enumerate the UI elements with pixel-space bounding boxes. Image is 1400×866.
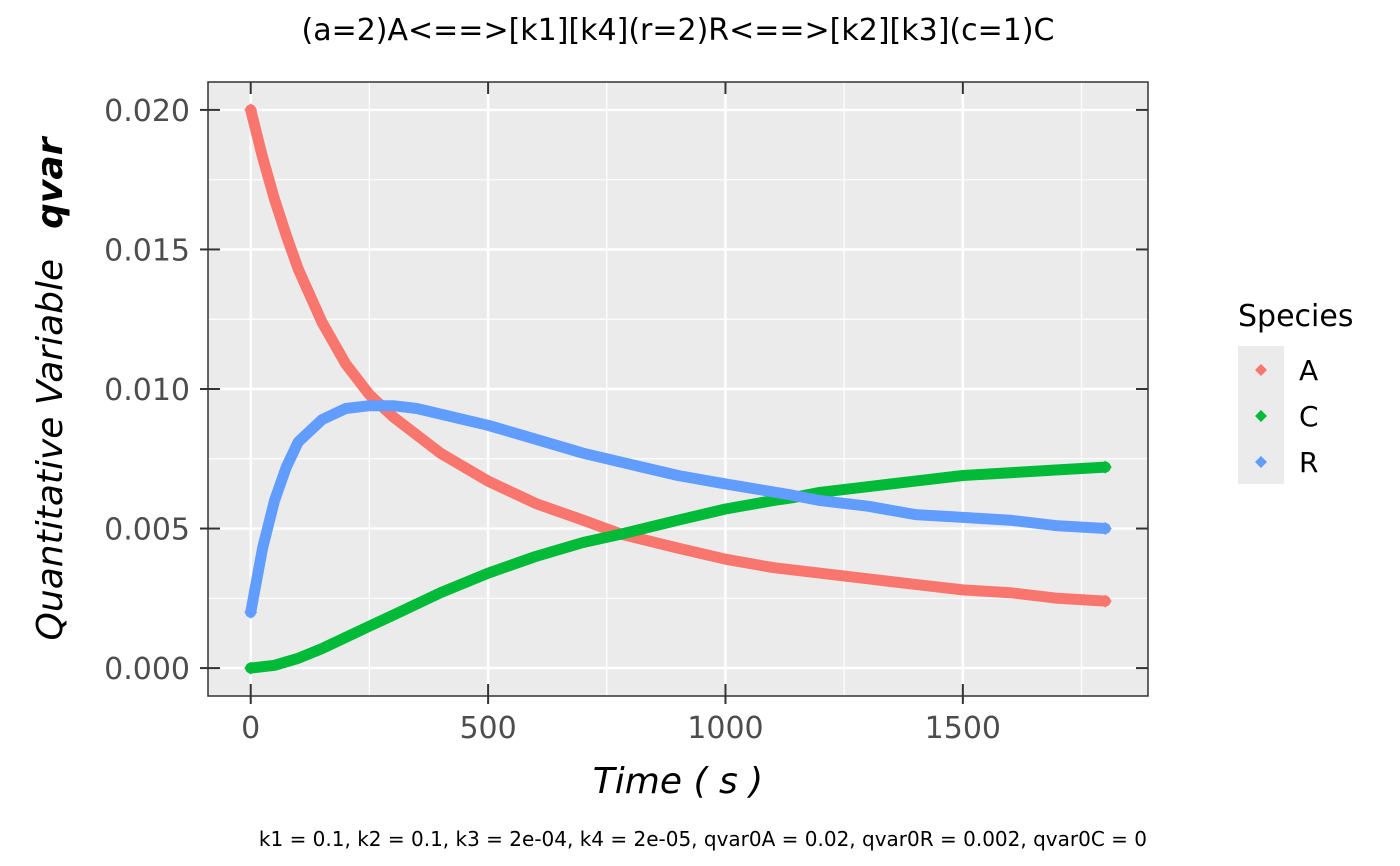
grid: [208, 82, 1148, 696]
series-line-r: [245, 400, 1111, 618]
series-line-a: [245, 104, 1111, 607]
y-tick-label: 0.010: [104, 373, 190, 408]
legend-label-a: A: [1299, 354, 1318, 387]
y-axis-title-main: Quantitative Variable: [30, 259, 71, 641]
chart-caption: k1 = 0.1, k2 = 0.1, k3 = 2e-04, k4 = 2e-…: [259, 827, 1147, 851]
series-line-c: [245, 461, 1111, 674]
y-axis-title: Quantitative Variable qvar: [30, 135, 71, 640]
x-tick-label: 1000: [687, 711, 763, 746]
y-axis-title-bold: qvar: [30, 135, 71, 229]
legend-key-a: [1255, 364, 1267, 376]
y-tick-label: 0.005: [104, 513, 190, 548]
legend-key-r: [1255, 456, 1267, 468]
legend: Species ACR: [1238, 299, 1353, 484]
series-layer: [244, 103, 1112, 675]
axis-ticks: 0 500 1000 1500 0.000 0.005 0.010 0.015 0.020: [104, 82, 1148, 746]
x-tick-label: 0: [241, 711, 260, 746]
chart-title: (a=2)A<==>[k1][k4](r=2)R<==>[k2][k3](c=1…: [302, 13, 1055, 48]
x-tick-label: 500: [459, 711, 516, 746]
legend-key-c: [1255, 410, 1267, 422]
series-point-a: [1098, 594, 1112, 608]
series-point-c: [244, 661, 258, 675]
legend-label-r: R: [1299, 446, 1318, 479]
x-tick-label: 1500: [925, 711, 1001, 746]
legend-title: Species: [1238, 299, 1353, 334]
series-point-a: [244, 103, 258, 117]
y-tick-label: 0.015: [104, 233, 190, 268]
series-point-c: [1098, 460, 1112, 474]
y-tick-label: 0.000: [104, 652, 190, 687]
x-axis-title: Time ( s ): [593, 761, 763, 802]
series-point-r: [244, 605, 258, 619]
legend-label-c: C: [1299, 400, 1319, 433]
series-point-r: [1098, 522, 1112, 536]
y-tick-label: 0.020: [104, 94, 190, 129]
